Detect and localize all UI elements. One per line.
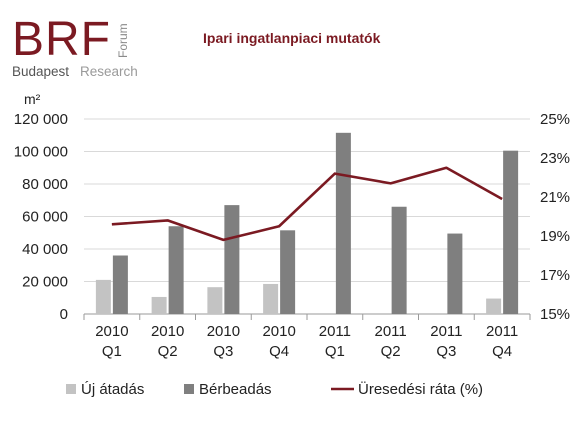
y2-tick-label: 23% [540,150,570,167]
bar-new-supply [95,279,111,314]
legend-label-new-supply: Új átadás [81,381,144,398]
y-tick-label: 40 000 [22,241,68,258]
y2-tick-label: 25% [540,111,570,128]
legend-swatch-leasing [184,384,194,394]
chart-title: Ipari ingatlanpiaci mutatók [203,30,381,46]
bar-leasing [112,255,128,314]
bar-new-supply [263,283,279,314]
brf-logo: BRF Forum Budapest Research [12,14,152,84]
y2-tick-label: 17% [540,267,570,284]
x-tick-label-quarter: Q3 [213,343,233,360]
x-tick-label-year: 2011 [319,323,351,340]
y2-tick-label: 21% [540,189,570,206]
x-tick-label-year: 2010 [95,323,128,340]
x-tick-label-year: 2010 [207,323,240,340]
x-tick-label-year: 2011 [486,323,518,340]
bar-leasing [391,206,407,314]
bar-leasing [503,150,519,314]
y2-tick-label: 19% [540,228,570,245]
x-tick-label-year: 2011 [374,323,406,340]
x-tick-label-quarter: Q1 [102,343,122,360]
logo-research-text: Research [80,64,138,79]
bar-leasing [335,132,351,314]
x-tick-label-year: 2010 [151,323,184,340]
line-vacancy-rate [111,166,503,242]
y2-tick-label: 15% [540,306,570,323]
x-tick-label-quarter: Q1 [325,343,345,360]
x-tick-label-quarter: Q4 [492,343,512,360]
x-tick-label-quarter: Q3 [436,343,456,360]
bar-new-supply [151,296,167,314]
bar-leasing [447,233,463,314]
logo-brf-text: BRF [12,13,111,66]
y-tick-label: 60 000 [22,209,68,226]
legend-swatch-new-supply [66,384,76,394]
y-tick-label: 80 000 [22,176,68,193]
y-tick-label: 20 000 [22,274,68,291]
bar-leasing [168,226,184,314]
x-tick-label-quarter: Q2 [158,343,178,360]
x-tick-label-quarter: Q4 [269,343,289,360]
x-tick-label-year: 2010 [262,323,295,340]
y-tick-label: 0 [60,306,68,323]
bar-leasing [280,230,296,314]
logo-budapest-text: Budapest [12,64,70,79]
y-tick-label: 100 000 [14,144,68,161]
legend-label-vacancy-rate: Üresedési ráta (%) [358,380,483,398]
bar-leasing [224,205,240,314]
legend-label-leasing: Bérbeadás [199,381,272,398]
x-tick-label-year: 2011 [430,323,462,340]
y-unit-label: m² [24,91,41,107]
bar-new-supply [207,287,223,314]
x-tick-label-quarter: Q2 [381,343,401,360]
y-tick-label: 120 000 [14,111,68,128]
bar-new-supply [486,298,502,314]
